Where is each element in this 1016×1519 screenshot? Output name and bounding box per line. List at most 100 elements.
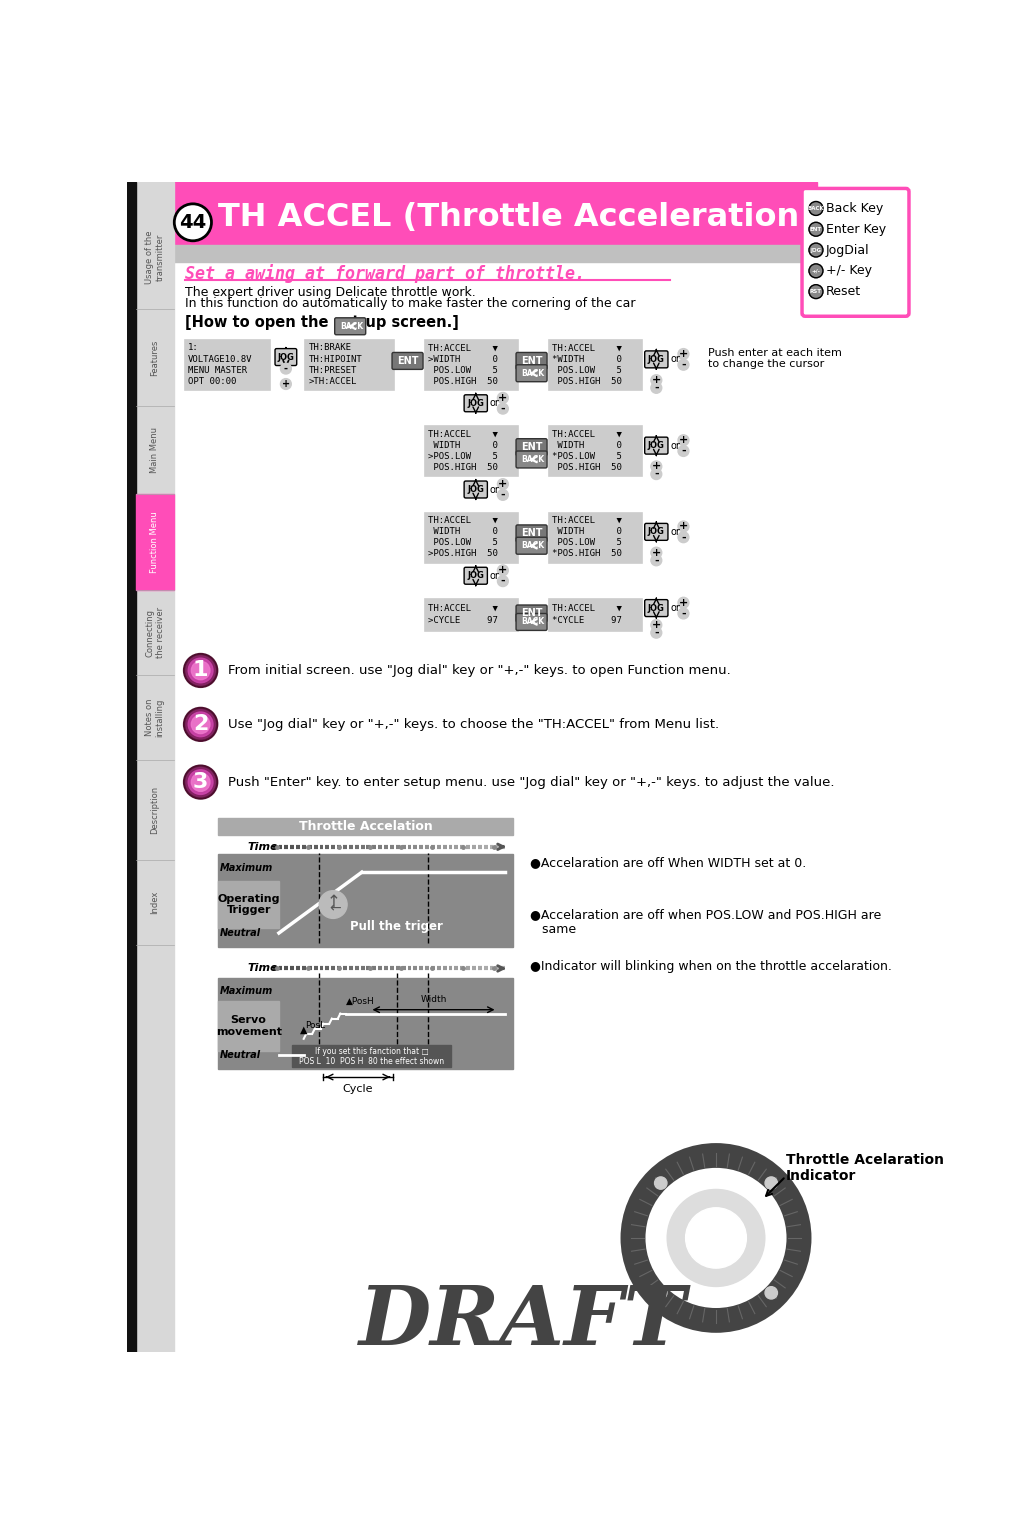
Text: Cycle: Cycle	[342, 1085, 373, 1094]
Text: +/-: +/-	[812, 269, 820, 273]
Text: [How to open the set-up screen.]: [How to open the set-up screen.]	[185, 314, 459, 330]
Bar	[550, 512, 642, 562]
Text: ↑: ↑	[326, 893, 340, 911]
Text: Connecting
the receiver: Connecting the receiver	[145, 608, 165, 658]
Text: or: or	[490, 398, 500, 409]
Text: WIDTH      0: WIDTH 0	[553, 527, 623, 536]
Bar	[127, 182, 136, 1352]
Text: ▲: ▲	[300, 1025, 308, 1034]
Circle shape	[654, 1177, 666, 1189]
Text: POS.HIGH  50: POS.HIGH 50	[429, 377, 499, 386]
Text: Pull the triger: Pull the triger	[351, 921, 443, 933]
Text: Neutral: Neutral	[220, 928, 261, 939]
Circle shape	[498, 478, 508, 489]
Text: WIDTH      0: WIDTH 0	[553, 441, 623, 450]
Text: TH:ACCEL    ▼: TH:ACCEL ▼	[429, 603, 499, 612]
Text: Throttle Accelation: Throttle Accelation	[299, 820, 433, 834]
Circle shape	[678, 445, 689, 456]
FancyBboxPatch shape	[516, 538, 547, 554]
Bar	[218, 819, 513, 835]
Circle shape	[651, 383, 661, 393]
Bar	[426, 512, 518, 562]
Text: If you set this fanction that □
POS L  10  POS H  80 the effect shown: If you set this fanction that □ POS L 10…	[299, 1047, 444, 1066]
Text: 3: 3	[193, 772, 208, 791]
Text: ●Indicator will blinking when on the throttle accelaration.: ●Indicator will blinking when on the thr…	[530, 960, 892, 972]
Circle shape	[678, 360, 689, 371]
Circle shape	[678, 348, 689, 360]
FancyBboxPatch shape	[464, 482, 488, 498]
Text: POS.LOW    5: POS.LOW 5	[553, 366, 623, 375]
Text: Push enter at each item
to change the cursor: Push enter at each item to change the cu…	[708, 348, 842, 369]
Text: -: -	[283, 363, 288, 374]
Bar	[218, 1001, 279, 1051]
Text: +: +	[498, 478, 508, 489]
Text: TH:HIPOINT: TH:HIPOINT	[308, 354, 362, 363]
Text: JOG: JOG	[277, 352, 295, 362]
Text: +: +	[281, 380, 290, 389]
Text: POS.HIGH  50: POS.HIGH 50	[553, 463, 623, 472]
Text: +/- Key: +/- Key	[826, 264, 872, 278]
Text: BACK: BACK	[340, 322, 364, 331]
Text: 1:: 1:	[188, 343, 199, 352]
Text: ENT: ENT	[397, 355, 419, 366]
FancyBboxPatch shape	[802, 188, 909, 316]
Bar	[426, 427, 518, 477]
Text: >WIDTH      0: >WIDTH 0	[429, 354, 499, 363]
Circle shape	[319, 890, 347, 919]
FancyBboxPatch shape	[516, 439, 547, 456]
Text: Back Key: Back Key	[826, 202, 883, 216]
Text: Features: Features	[150, 339, 160, 375]
Text: or: or	[671, 354, 680, 365]
FancyBboxPatch shape	[275, 348, 297, 366]
Text: Maximum: Maximum	[220, 986, 273, 996]
Circle shape	[651, 554, 661, 565]
Text: POS.HIGH  50: POS.HIGH 50	[553, 377, 623, 386]
Text: TH:ACCEL    ▼: TH:ACCEL ▼	[553, 343, 623, 352]
Text: Notes on
installing: Notes on installing	[145, 699, 165, 737]
Text: In this function do automatically to make faster the cornering of the car: In this function do automatically to mak…	[185, 298, 636, 310]
Text: +: +	[651, 620, 661, 630]
Text: TH:ACCEL    ▼: TH:ACCEL ▼	[429, 516, 499, 526]
FancyBboxPatch shape	[645, 351, 668, 368]
Text: +: +	[651, 462, 661, 471]
Bar	[185, 340, 270, 390]
Text: RST: RST	[810, 289, 822, 295]
Circle shape	[175, 204, 211, 242]
Text: Time: Time	[248, 842, 278, 852]
Text: -: -	[654, 383, 658, 393]
FancyBboxPatch shape	[392, 352, 423, 369]
FancyBboxPatch shape	[516, 365, 547, 381]
Bar	[305, 340, 394, 390]
Bar	[136, 182, 174, 1352]
Circle shape	[765, 1287, 777, 1299]
Text: BACK: BACK	[808, 207, 824, 211]
Text: >POS.LOW    5: >POS.LOW 5	[429, 451, 499, 460]
Bar	[550, 427, 642, 477]
Bar	[218, 881, 279, 928]
Text: WIDTH      0: WIDTH 0	[429, 527, 499, 536]
Text: JOG: JOG	[467, 485, 485, 494]
Text: >POS.HIGH  50: >POS.HIGH 50	[429, 550, 499, 559]
Circle shape	[651, 627, 661, 638]
Text: Width: Width	[421, 995, 447, 1004]
Circle shape	[186, 656, 215, 685]
Circle shape	[188, 770, 213, 794]
Text: BACK: BACK	[521, 617, 545, 626]
Text: ●Accelaration are off when POS.LOW and POS.HIGH are
   same: ●Accelaration are off when POS.LOW and P…	[530, 908, 881, 936]
Text: +: +	[679, 597, 688, 608]
Text: JOG: JOG	[648, 441, 664, 450]
Text: -: -	[501, 576, 505, 586]
Circle shape	[621, 1144, 812, 1332]
Circle shape	[186, 709, 215, 738]
Circle shape	[498, 403, 508, 415]
Text: >CYCLE     97: >CYCLE 97	[429, 617, 499, 626]
Text: -: -	[501, 491, 505, 500]
Circle shape	[645, 1168, 786, 1308]
Text: Index: Index	[150, 890, 160, 914]
Circle shape	[280, 363, 292, 374]
Text: TH:ACCEL    ▼: TH:ACCEL ▼	[429, 430, 499, 439]
Text: or: or	[490, 571, 500, 580]
Text: Reset: Reset	[826, 286, 862, 298]
Bar	[426, 340, 518, 390]
Circle shape	[191, 773, 210, 791]
